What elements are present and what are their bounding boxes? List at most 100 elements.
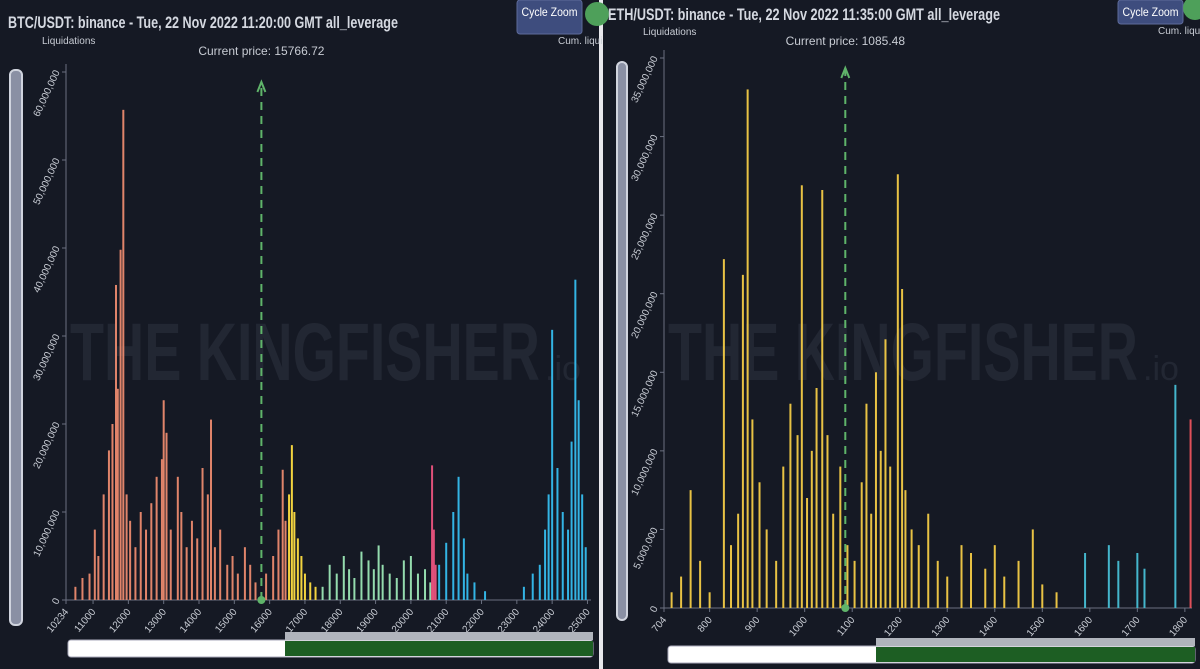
bar	[314, 586, 317, 600]
watermark-suffix: .io	[1143, 350, 1179, 388]
bar	[243, 547, 246, 600]
zoom-button[interactable]	[1117, 0, 1184, 25]
chart-title: BTC/USDT: binance - Tue, 22 Nov 2022 11:…	[8, 13, 398, 32]
bar	[321, 586, 324, 600]
bar	[551, 329, 554, 600]
bar	[432, 529, 435, 600]
bar	[544, 529, 547, 600]
camera-button[interactable]	[585, 2, 609, 26]
bar	[434, 564, 437, 600]
bar	[1117, 560, 1120, 608]
bar	[190, 520, 193, 600]
cumulative-label: Cum. liqui	[1158, 26, 1200, 37]
bar	[145, 529, 148, 600]
bar	[741, 274, 744, 608]
bar	[993, 545, 996, 608]
bar	[556, 468, 559, 600]
vertical-scrollbar[interactable]	[9, 69, 23, 626]
bar	[865, 403, 868, 608]
bar	[737, 513, 740, 608]
bar	[288, 494, 291, 600]
bar	[680, 576, 683, 608]
bar	[765, 529, 768, 608]
bar	[879, 450, 882, 608]
bar	[1017, 560, 1020, 608]
bar	[424, 569, 427, 600]
bar	[150, 503, 153, 600]
bar	[107, 450, 110, 600]
bar	[462, 538, 465, 600]
bar	[581, 494, 584, 600]
bar	[129, 520, 132, 600]
bar	[751, 419, 754, 608]
bar	[561, 512, 564, 600]
bar	[522, 586, 525, 600]
bar	[1136, 553, 1139, 608]
navigator-selection[interactable]	[285, 641, 593, 656]
camera-button[interactable]	[1183, 0, 1200, 20]
bar	[353, 578, 356, 600]
bar	[927, 513, 930, 608]
bar	[853, 560, 856, 608]
bar	[758, 482, 761, 608]
zoom-button[interactable]	[516, 0, 583, 35]
bar	[1041, 584, 1044, 608]
bar	[884, 339, 887, 608]
zoom-button-label[interactable]: Cycle Zoom	[1123, 5, 1179, 19]
bar	[431, 465, 434, 600]
bar	[466, 573, 469, 600]
bar	[293, 512, 296, 600]
bar	[1189, 419, 1192, 608]
navigator-selection[interactable]	[876, 647, 1195, 662]
bar	[328, 564, 331, 600]
bar	[372, 569, 375, 600]
bar	[484, 591, 487, 600]
bar	[284, 520, 287, 600]
current-price-dot	[841, 604, 850, 612]
navigator-handle-bar[interactable]	[285, 632, 593, 640]
bar	[577, 400, 580, 600]
bar	[708, 592, 711, 608]
bar	[826, 435, 829, 608]
bar	[155, 476, 158, 600]
bar	[846, 545, 849, 608]
bar	[574, 279, 577, 600]
bar	[139, 512, 142, 600]
navigator-handle-bar[interactable]	[876, 638, 1195, 646]
bar	[1143, 568, 1146, 608]
bar	[547, 494, 550, 600]
current-price-arrow	[256, 79, 267, 93]
bar	[889, 466, 892, 608]
bar	[88, 573, 91, 600]
bar	[1055, 592, 1058, 608]
vertical-scrollbar[interactable]	[616, 61, 628, 621]
bar	[201, 468, 204, 600]
bar	[381, 564, 384, 600]
bar	[377, 545, 380, 600]
bar	[303, 573, 306, 600]
bar	[335, 573, 338, 600]
bar	[567, 529, 570, 600]
bar	[796, 435, 799, 608]
bar	[185, 547, 188, 600]
bar	[196, 538, 199, 600]
bar	[281, 469, 284, 600]
current-price-label: Current price: 15766.72	[198, 44, 324, 58]
bar	[775, 560, 778, 608]
bar	[860, 482, 863, 608]
bar	[1031, 529, 1034, 608]
bar	[821, 190, 824, 608]
bar	[296, 538, 299, 600]
bar	[904, 490, 907, 608]
bar	[134, 547, 137, 600]
bar	[342, 556, 345, 600]
zoom-button-label[interactable]: Cycle Zoom	[522, 5, 578, 19]
y-axis-label: Liquidations	[42, 36, 95, 47]
bar	[206, 494, 209, 600]
bar	[584, 547, 587, 600]
bar	[162, 400, 165, 600]
cumulative-label: Cum. liqui	[558, 36, 602, 47]
bar	[1003, 576, 1006, 608]
bar	[115, 284, 118, 600]
